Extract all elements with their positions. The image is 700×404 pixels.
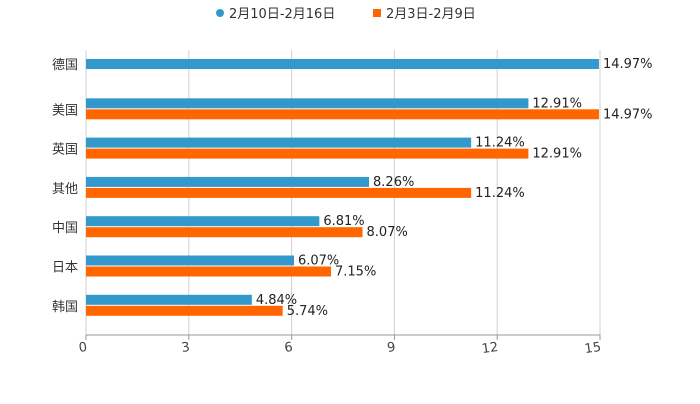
- bar-orange: [86, 305, 283, 316]
- data-label: 11.24%: [475, 186, 525, 201]
- data-label: 8.26%: [373, 175, 414, 190]
- data-label: 5.74%: [287, 304, 328, 319]
- category-label: 日本: [52, 261, 78, 276]
- x-tick-label: 0: [78, 340, 88, 356]
- data-label: 14.97%: [603, 107, 653, 122]
- legend-square-icon: [373, 9, 381, 17]
- data-label: 14.97%: [603, 57, 653, 72]
- bar-orange: [86, 266, 332, 277]
- legend-label: 2月10日-2月16日: [229, 7, 335, 22]
- data-label: 7.15%: [335, 265, 376, 280]
- x-tick-label: 12: [481, 340, 499, 357]
- bar-blue: [86, 59, 599, 69]
- x-tick-label: 3: [181, 340, 191, 356]
- data-label: 6.81%: [323, 214, 364, 229]
- bar-blue: [86, 137, 472, 148]
- bar-blue: [86, 98, 529, 109]
- bar-blue: [86, 176, 370, 187]
- bar-orange: [86, 187, 472, 198]
- legend-circle-icon: [216, 9, 224, 17]
- bar-blue: [86, 255, 294, 266]
- data-label: 4.84%: [256, 293, 297, 308]
- legend-label: 2月3日-2月9日: [386, 7, 476, 22]
- category-label: 美国: [52, 103, 78, 118]
- category-label: 英国: [52, 143, 78, 158]
- data-label: 6.07%: [298, 254, 339, 269]
- data-label: 11.24%: [475, 136, 525, 151]
- x-tick-label: 6: [283, 340, 293, 356]
- data-label: 12.91%: [532, 147, 582, 162]
- category-label: 中国: [52, 221, 78, 236]
- category-label: 其他: [52, 182, 78, 197]
- category-label: 德国: [52, 58, 78, 73]
- bar-blue: [86, 294, 252, 305]
- x-tick-label: 9: [386, 340, 396, 356]
- data-label: 8.07%: [367, 225, 408, 240]
- x-tick-label: 15: [584, 340, 602, 357]
- bar-blue: [86, 216, 320, 227]
- category-label: 韩国: [52, 300, 78, 315]
- bar-orange: [86, 109, 599, 120]
- bar-orange: [86, 227, 363, 238]
- data-label: 12.91%: [532, 96, 582, 111]
- bar-orange: [86, 148, 529, 159]
